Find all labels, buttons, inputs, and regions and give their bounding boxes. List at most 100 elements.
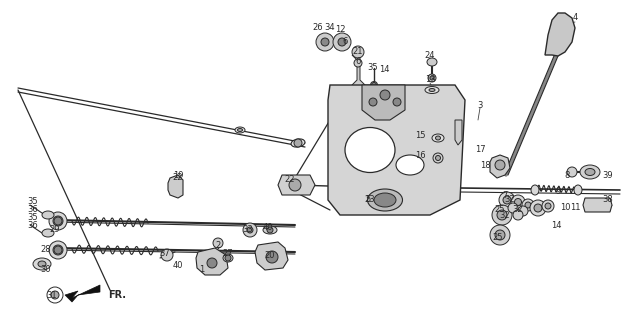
Ellipse shape <box>53 216 63 226</box>
Circle shape <box>371 83 376 87</box>
Text: 11: 11 <box>570 203 580 212</box>
Text: 35: 35 <box>28 197 38 206</box>
Circle shape <box>492 205 512 225</box>
Text: 37: 37 <box>159 249 171 258</box>
Text: 28: 28 <box>41 245 51 254</box>
Text: 36: 36 <box>28 221 38 230</box>
Ellipse shape <box>429 89 435 92</box>
Circle shape <box>354 59 362 67</box>
Circle shape <box>161 249 173 261</box>
Text: 1: 1 <box>199 266 204 275</box>
Circle shape <box>497 210 507 220</box>
Text: 4: 4 <box>572 13 578 22</box>
Ellipse shape <box>42 229 54 237</box>
Polygon shape <box>583 198 612 212</box>
Circle shape <box>380 90 390 100</box>
Circle shape <box>267 227 273 233</box>
Text: 30: 30 <box>41 266 51 275</box>
Polygon shape <box>328 85 465 215</box>
Text: 40: 40 <box>262 223 273 233</box>
Text: 25: 25 <box>495 205 505 214</box>
Ellipse shape <box>585 169 595 175</box>
Ellipse shape <box>42 211 54 219</box>
Text: 6: 6 <box>342 37 348 46</box>
Circle shape <box>495 230 505 240</box>
Circle shape <box>499 192 515 208</box>
Text: 15: 15 <box>415 131 425 140</box>
Circle shape <box>54 246 62 254</box>
Ellipse shape <box>235 127 245 133</box>
Text: FR.: FR. <box>108 290 126 300</box>
Text: 32: 32 <box>512 205 523 214</box>
Ellipse shape <box>580 165 600 179</box>
Ellipse shape <box>374 193 396 207</box>
Ellipse shape <box>33 258 51 270</box>
Text: 25: 25 <box>492 234 503 243</box>
Circle shape <box>243 223 257 237</box>
Text: 18: 18 <box>480 161 491 170</box>
Text: 26: 26 <box>312 23 323 33</box>
Ellipse shape <box>396 155 424 175</box>
Ellipse shape <box>428 74 436 82</box>
Polygon shape <box>65 285 100 302</box>
Text: 22: 22 <box>285 175 295 185</box>
Polygon shape <box>362 85 405 120</box>
Ellipse shape <box>223 254 233 262</box>
Text: 7: 7 <box>503 190 508 199</box>
Circle shape <box>321 38 329 46</box>
Text: 35: 35 <box>368 63 378 73</box>
Circle shape <box>213 238 223 248</box>
Text: 38: 38 <box>602 196 613 204</box>
Text: 33: 33 <box>242 226 253 235</box>
Circle shape <box>369 98 377 106</box>
Circle shape <box>511 195 525 209</box>
Ellipse shape <box>371 82 378 89</box>
Circle shape <box>503 196 511 204</box>
Text: 29: 29 <box>50 226 60 235</box>
Text: 27: 27 <box>222 249 233 258</box>
Text: 2: 2 <box>216 241 221 250</box>
Text: 40: 40 <box>173 260 183 269</box>
Circle shape <box>352 46 364 58</box>
Circle shape <box>247 227 253 233</box>
Text: 16: 16 <box>415 150 425 159</box>
Polygon shape <box>278 175 315 195</box>
Text: 14: 14 <box>379 66 389 75</box>
Circle shape <box>333 33 351 51</box>
Polygon shape <box>455 120 462 145</box>
Ellipse shape <box>49 241 67 259</box>
Circle shape <box>54 217 62 225</box>
Text: 31: 31 <box>47 291 58 300</box>
Circle shape <box>495 160 505 170</box>
Circle shape <box>207 258 217 268</box>
Text: 10: 10 <box>560 203 570 212</box>
Polygon shape <box>490 155 510 178</box>
Circle shape <box>47 287 63 303</box>
Text: 14: 14 <box>551 220 561 229</box>
Text: 32: 32 <box>500 211 510 220</box>
Circle shape <box>513 210 523 220</box>
Circle shape <box>567 167 577 177</box>
Polygon shape <box>255 242 288 270</box>
Circle shape <box>393 98 401 106</box>
Text: 34: 34 <box>325 23 335 33</box>
Circle shape <box>518 206 528 216</box>
Ellipse shape <box>49 212 67 230</box>
Ellipse shape <box>432 134 444 142</box>
Polygon shape <box>352 55 365 90</box>
Circle shape <box>534 204 542 212</box>
Text: 3: 3 <box>478 100 482 109</box>
Ellipse shape <box>368 189 402 211</box>
Circle shape <box>542 200 554 212</box>
Circle shape <box>338 38 346 46</box>
Circle shape <box>490 225 510 245</box>
Circle shape <box>525 202 531 208</box>
Ellipse shape <box>345 127 395 172</box>
Text: 13: 13 <box>425 76 435 84</box>
Ellipse shape <box>238 129 242 132</box>
Text: 8: 8 <box>564 171 570 180</box>
Ellipse shape <box>263 226 277 234</box>
Text: 21: 21 <box>352 47 363 57</box>
Ellipse shape <box>574 185 582 195</box>
Circle shape <box>51 291 59 299</box>
